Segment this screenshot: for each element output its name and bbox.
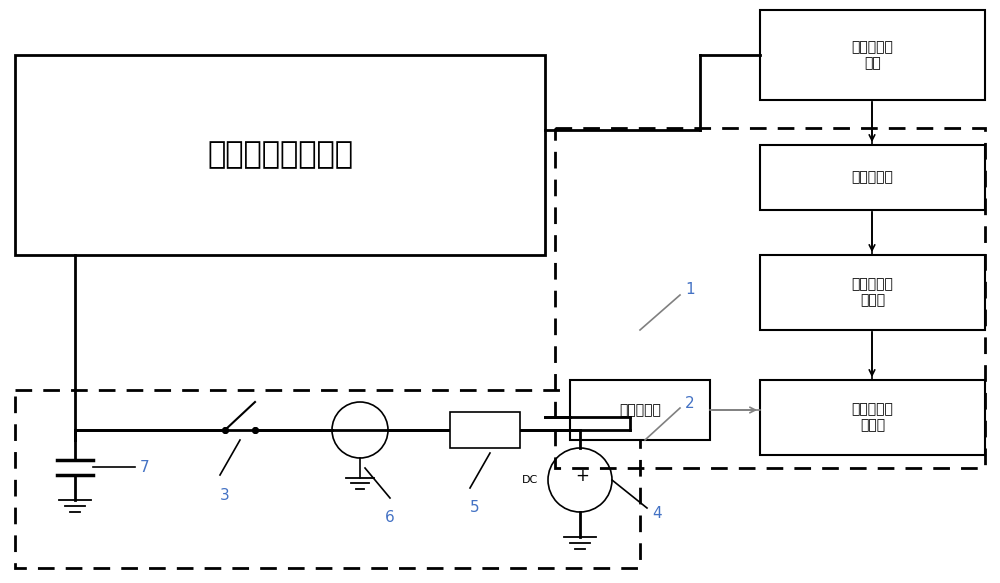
Text: 二阶低通滤
波电路: 二阶低通滤 波电路 <box>852 278 893 308</box>
Bar <box>760 255 985 330</box>
Text: DC: DC <box>522 475 538 485</box>
Bar <box>450 412 520 448</box>
Bar <box>760 145 985 210</box>
Bar <box>555 128 985 468</box>
Text: +: + <box>575 467 589 485</box>
Bar <box>15 55 545 255</box>
Bar <box>570 380 710 440</box>
Text: 高压试验变
压器: 高压试验变 压器 <box>852 40 893 70</box>
Text: 4: 4 <box>652 505 662 521</box>
Text: 3: 3 <box>220 488 230 503</box>
Text: 空间电荷测量电路: 空间电荷测量电路 <box>207 141 353 170</box>
Text: 信号发生器: 信号发生器 <box>619 403 661 417</box>
Bar <box>760 10 985 100</box>
Text: 2: 2 <box>685 395 695 410</box>
Text: 电压过零比
较电路: 电压过零比 较电路 <box>852 402 893 433</box>
Text: 1: 1 <box>685 283 695 297</box>
Text: 7: 7 <box>140 459 150 475</box>
Bar <box>760 380 985 455</box>
Bar <box>15 390 640 568</box>
Text: 5: 5 <box>470 500 480 515</box>
Text: 电容分压器: 电容分压器 <box>852 170 893 184</box>
Text: 6: 6 <box>385 510 395 525</box>
